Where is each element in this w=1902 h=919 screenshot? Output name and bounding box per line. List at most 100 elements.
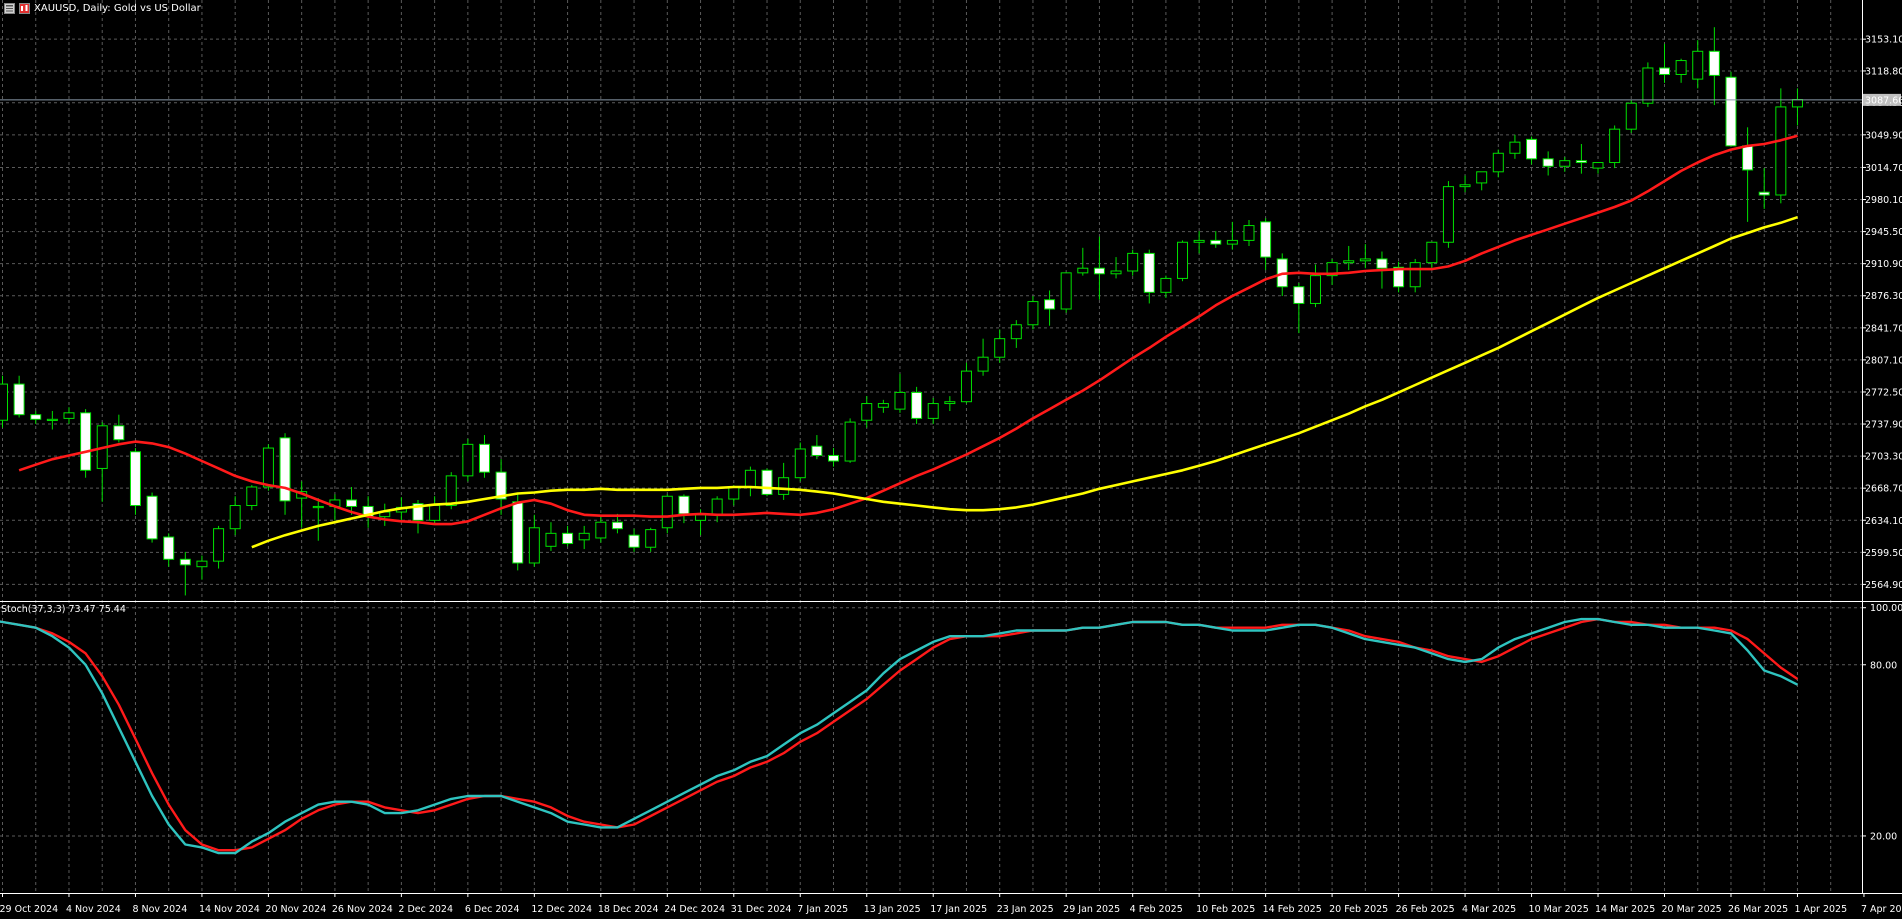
bear-candle-body: [1044, 299, 1056, 310]
bull-candle-body: [1625, 102, 1637, 130]
candle: [213, 525, 225, 569]
current-price-label: 3087.60: [1865, 95, 1902, 106]
bear-candle-body: [811, 445, 823, 456]
time-axis-label: 10 Mar 2025: [1529, 904, 1589, 915]
candle: [1559, 156, 1571, 172]
candle: [877, 399, 889, 413]
candle: [828, 448, 839, 467]
price-axis-label: 2737.90: [1865, 420, 1902, 431]
moving-average-fast-line: [18, 134, 1798, 526]
candle: [13, 375, 25, 418]
bull-candle-body: [1675, 60, 1687, 75]
candle: [1143, 249, 1155, 304]
bull-candle-body: [312, 505, 324, 509]
bull-candle-body: [1476, 171, 1488, 184]
bull-candle-body: [977, 356, 989, 372]
bear-candle-body: [562, 532, 574, 545]
candle: [1575, 143, 1587, 174]
price-axis-label: 2876.30: [1865, 291, 1902, 302]
bull-candle-body: [1309, 275, 1321, 304]
candle: [1459, 175, 1471, 193]
candle: [30, 410, 42, 424]
candle: [994, 329, 1006, 363]
bear-candle-body: [146, 495, 158, 540]
chart-title: XAUUSD, Daily: Gold vs US Dollar: [34, 2, 201, 14]
window-menu-icon[interactable]: [4, 2, 15, 14]
bull-candle-body: [1110, 270, 1122, 275]
candle: [462, 438, 474, 482]
price-axis-label: 2807.10: [1865, 355, 1902, 366]
candle: [262, 444, 274, 491]
bear-candle-body: [1708, 50, 1720, 76]
bull-candle-body: [1509, 141, 1521, 154]
candle: [578, 525, 590, 550]
bear-candle-body: [761, 469, 773, 495]
bull-candle-body: [844, 421, 856, 462]
candle: [1775, 88, 1787, 204]
candle: [196, 555, 208, 580]
candle: [1592, 162, 1604, 174]
candle: [1359, 244, 1371, 269]
bear-candle-body: [1393, 266, 1405, 288]
time-axis-label: 12 Dec 2024: [531, 904, 592, 915]
candle: [1326, 258, 1338, 285]
candle: [960, 362, 972, 404]
candle: [246, 485, 258, 511]
bull-candle-body: [1243, 225, 1255, 241]
candle: [1542, 151, 1554, 176]
candle: [944, 396, 956, 411]
bull-candle-body: [63, 412, 75, 419]
bull-candle-body: [960, 370, 972, 403]
candle: [1492, 149, 1504, 178]
candle: [146, 492, 158, 543]
candle: [761, 468, 773, 497]
candle: [1193, 231, 1205, 254]
candle: [811, 435, 823, 460]
candle: [346, 486, 358, 515]
bull-candle-body: [213, 528, 225, 562]
bull-candle-body: [711, 498, 723, 516]
bull-candle-body: [1027, 301, 1039, 326]
price-axis-label: 2634.10: [1865, 516, 1902, 527]
bear-candle-body: [478, 443, 490, 473]
time-axis-label: 29 Oct 2024: [0, 904, 58, 915]
time-axis-label: 14 Feb 2025: [1263, 904, 1322, 915]
bear-candle-body: [1093, 267, 1105, 275]
price-axis-label: 2841.70: [1865, 323, 1902, 334]
candle: [1393, 261, 1405, 293]
candle: [1210, 231, 1222, 248]
bull-candle-body: [462, 443, 474, 477]
moving-average-slow-line: [251, 215, 1798, 549]
candle: [1127, 249, 1139, 276]
bull-candle-body: [744, 469, 756, 488]
bear-candle-body: [346, 499, 358, 507]
candle: [1260, 218, 1272, 271]
candlestick-chart-icon[interactable]: [19, 2, 30, 14]
bear-candle-body: [13, 383, 25, 416]
bear-candle-body: [495, 471, 507, 500]
time-axis-label: 18 Dec 2024: [598, 904, 659, 915]
candle: [495, 459, 507, 515]
bull-candle-body: [528, 527, 540, 564]
candle: [1110, 257, 1122, 279]
candle: [894, 373, 906, 413]
candle: [1758, 168, 1770, 209]
bull-candle-body: [1326, 262, 1338, 277]
bull-candle-body: [1426, 241, 1438, 264]
candle: [46, 410, 58, 430]
bull-candle-body: [695, 514, 707, 521]
bull-candle-body: [578, 532, 590, 541]
bull-candle-body: [994, 338, 1006, 358]
stochastic-indicator-label: Stoch(37,3,3) 73.47 75.44: [1, 604, 126, 615]
bear-candle-body: [1542, 158, 1554, 167]
bear-candle-body: [412, 503, 424, 521]
candle: [545, 522, 557, 551]
bull-candle-body: [1409, 262, 1421, 288]
bear-candle-body: [1293, 286, 1305, 304]
bull-candle-body: [1559, 160, 1571, 167]
time-axis-label: 14 Nov 2024: [199, 904, 260, 915]
time-axis-label: 4 Mar 2025: [1462, 904, 1516, 915]
time-axis-label: 1 Apr 2025: [1794, 904, 1847, 915]
candle: [312, 498, 324, 541]
